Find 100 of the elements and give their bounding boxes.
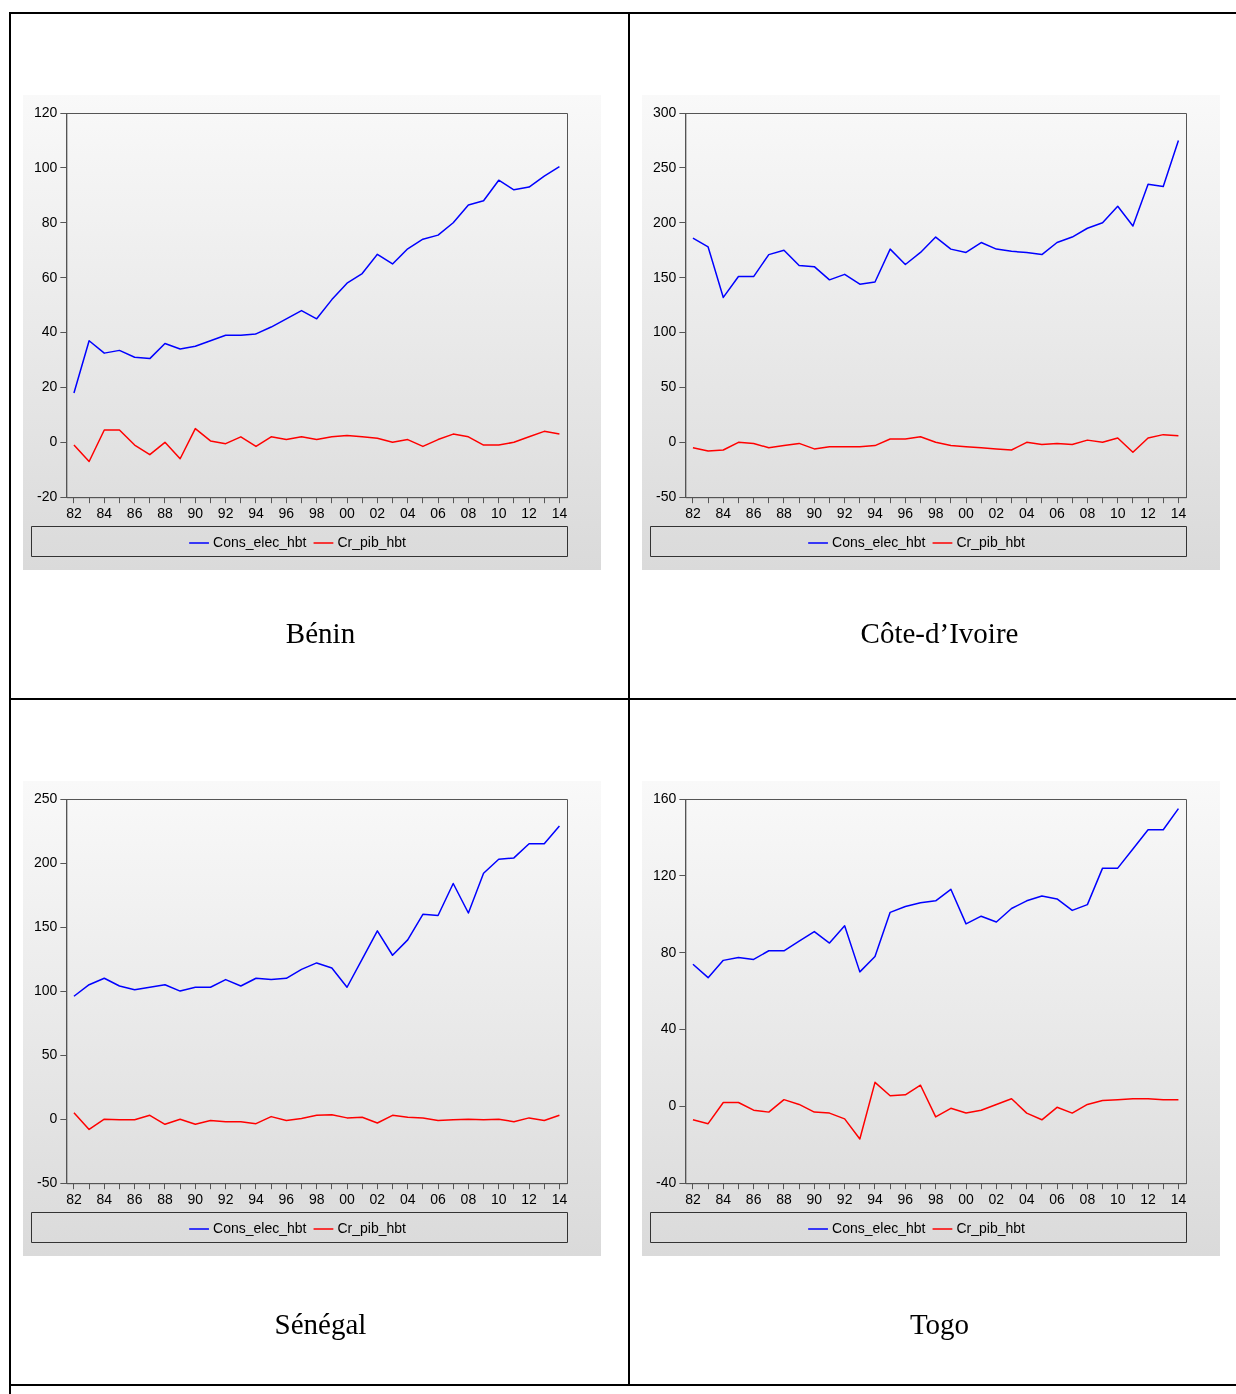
x-tick-label: 92: [217, 1191, 234, 1208]
y-tick-label: 20: [41, 378, 58, 395]
x-tick-label: 02: [369, 505, 386, 522]
x-tick-label: 00: [958, 505, 975, 522]
x-tick-label: 92: [836, 505, 853, 522]
y-tick-label: 250: [34, 789, 58, 806]
x-tick-label: 10: [490, 505, 507, 522]
x-tick-label: 12: [1140, 505, 1157, 522]
x-tick-label: 14: [1170, 1191, 1187, 1208]
y-tick-label: -50: [37, 1174, 58, 1191]
x-tick-label: 06: [1049, 505, 1066, 522]
y-tick-label: 250: [653, 158, 677, 175]
legend-label: Cons_elec_hbt: [832, 1219, 926, 1236]
x-tick-label: 86: [126, 505, 143, 522]
y-tick-label: 120: [34, 103, 58, 120]
x-tick-label: 02: [369, 1191, 386, 1208]
x-tick-label: 88: [157, 505, 173, 522]
x-tick-label: 00: [339, 505, 356, 522]
x-tick-label: 10: [490, 1191, 507, 1208]
x-tick-label: 00: [339, 1191, 356, 1208]
x-tick-label: 84: [96, 505, 113, 522]
y-tick-label: -50: [656, 488, 677, 505]
x-tick-label: 84: [715, 505, 732, 522]
x-tick-label: 04: [1018, 505, 1035, 522]
text: Togo: [908, 1308, 971, 1341]
x-tick-label: 14: [1170, 505, 1187, 522]
y-tick-label: 0: [668, 433, 677, 450]
x-tick-label: 12: [521, 1191, 538, 1208]
y-tick-label: 80: [41, 213, 58, 230]
x-tick-label: 94: [867, 1191, 883, 1208]
x-tick-label: 94: [248, 1191, 264, 1208]
x-tick-label: 84: [715, 1191, 732, 1208]
y-tick-label: 100: [34, 981, 58, 998]
x-tick-label: 82: [685, 1191, 701, 1208]
y-tick-label: 50: [660, 378, 677, 395]
y-tick-label: 60: [41, 268, 58, 285]
x-tick-label: 06: [430, 1191, 447, 1208]
x-tick-label: 82: [685, 505, 701, 522]
y-tick-label: 0: [49, 1110, 58, 1127]
legend-label: Cons_elec_hbt: [213, 1219, 307, 1236]
y-tick-label: 100: [653, 323, 677, 340]
x-tick-label: 96: [897, 1191, 914, 1208]
y-tick-label: 200: [34, 853, 58, 870]
y-tick-label: 120: [653, 866, 677, 883]
x-tick-label: 90: [806, 505, 823, 522]
y-tick-label: 160: [653, 789, 677, 806]
x-tick-label: 90: [806, 1191, 823, 1208]
x-tick-label: 06: [1049, 1191, 1066, 1208]
x-tick-label: 12: [521, 505, 538, 522]
text: Côte-d’Ivoire: [859, 617, 1020, 650]
legend-label: Cr_pib_hbt: [956, 1219, 1026, 1236]
y-tick-label: 300: [653, 103, 677, 120]
x-tick-label: 04: [1018, 1191, 1035, 1208]
x-tick-label: 86: [745, 1191, 762, 1208]
x-tick-label: 04: [399, 1191, 416, 1208]
x-tick-label: 86: [745, 505, 762, 522]
x-tick-label: 96: [897, 505, 914, 522]
x-tick-label: 82: [66, 505, 82, 522]
x-tick-label: 98: [308, 1191, 325, 1208]
y-tick-label: -40: [656, 1174, 677, 1191]
y-tick-label: 100: [34, 158, 58, 175]
x-tick-label: 10: [1109, 505, 1126, 522]
legend-label: Cr_pib_hbt: [956, 533, 1026, 550]
x-tick-label: 98: [308, 505, 325, 522]
x-tick-label: 02: [988, 1191, 1005, 1208]
x-tick-label: 14: [551, 1191, 568, 1208]
y-tick-label: 150: [34, 917, 58, 934]
x-tick-label: 98: [927, 1191, 944, 1208]
x-tick-label: 92: [836, 1191, 853, 1208]
x-tick-label: 04: [399, 505, 416, 522]
x-tick-label: 84: [96, 1191, 113, 1208]
legend-label: Cr_pib_hbt: [337, 533, 407, 550]
y-tick-label: -20: [37, 488, 58, 505]
legend-label: Cons_elec_hbt: [213, 533, 307, 550]
text: Sénégal: [273, 1308, 368, 1341]
y-tick-label: 150: [653, 268, 677, 285]
y-tick-label: 50: [41, 1045, 58, 1062]
x-tick-label: 08: [460, 1191, 477, 1208]
x-tick-label: 10: [1109, 1191, 1126, 1208]
x-tick-label: 90: [187, 505, 204, 522]
x-tick-label: 08: [1079, 1191, 1096, 1208]
x-tick-label: 94: [248, 505, 264, 522]
x-tick-label: 02: [988, 505, 1005, 522]
x-tick-label: 88: [157, 1191, 173, 1208]
x-tick-label: 94: [867, 505, 883, 522]
x-tick-label: 12: [1140, 1191, 1157, 1208]
x-tick-label: 96: [278, 505, 295, 522]
x-tick-label: 00: [958, 1191, 975, 1208]
y-tick-label: 0: [668, 1097, 677, 1114]
x-tick-label: 88: [776, 505, 792, 522]
y-tick-label: 200: [653, 213, 677, 230]
legend-label: Cons_elec_hbt: [832, 533, 926, 550]
x-tick-label: 86: [126, 1191, 143, 1208]
legend-label: Cr_pib_hbt: [337, 1219, 407, 1236]
y-tick-label: 40: [41, 323, 58, 340]
x-tick-label: 06: [430, 505, 447, 522]
x-tick-label: 08: [1079, 505, 1096, 522]
x-tick-label: 88: [776, 1191, 792, 1208]
x-tick-label: 92: [217, 505, 234, 522]
text: Bénin: [284, 617, 357, 650]
